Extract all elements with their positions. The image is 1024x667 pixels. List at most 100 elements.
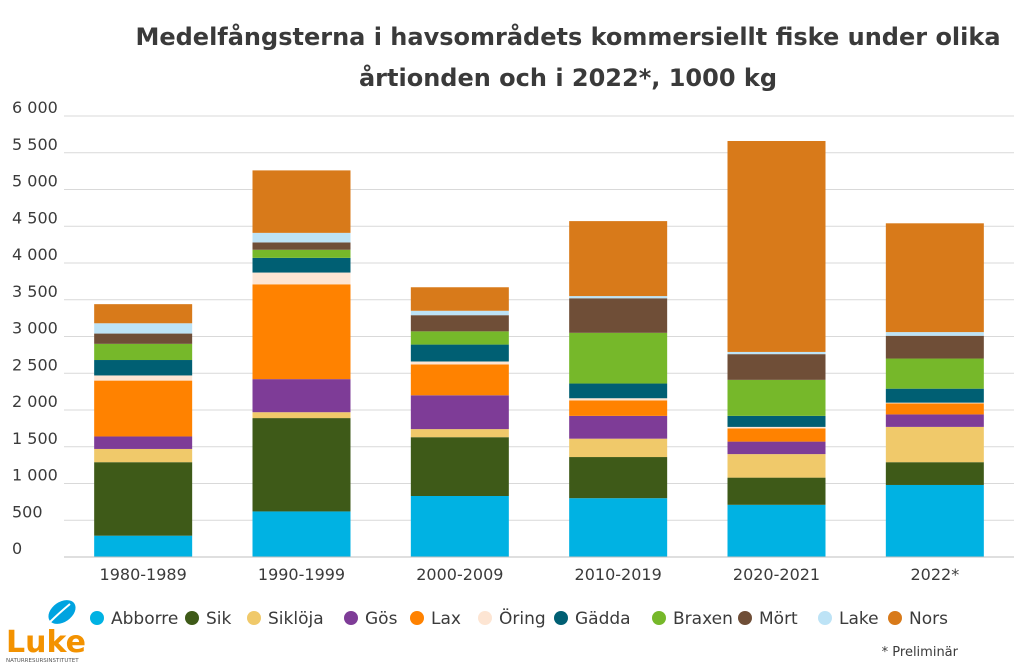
bar-segment	[252, 511, 351, 557]
bar-segment	[94, 535, 193, 557]
bar-segment	[252, 284, 351, 380]
bar-segment	[727, 351, 826, 355]
bar-segment	[569, 332, 668, 384]
legend-marker	[478, 611, 492, 625]
x-tick-label: 2022*	[910, 565, 959, 584]
bar-segment	[885, 223, 984, 333]
bar-segment	[727, 477, 826, 505]
legend-label: Gädda	[575, 609, 631, 629]
bar-segment	[94, 375, 193, 381]
bar-segment	[569, 296, 668, 299]
legend-marker	[344, 611, 358, 625]
bar-segment	[727, 415, 826, 427]
bar-segment	[252, 170, 351, 233]
bar-segment	[569, 398, 668, 401]
bar-segment	[410, 437, 509, 496]
logo-word: Luke	[6, 625, 86, 660]
legend: Abborre Sik Siklöja Gös Lax Öring Gädda Braxen M…	[90, 607, 948, 629]
y-axis-ticks: 0 500 1 000 1 500 2 000 2 500 3 000 3 500 4 000 4…	[12, 98, 58, 558]
bar-segment	[885, 402, 984, 404]
x-tick-label: 2000-2009	[416, 565, 503, 584]
bar-segment	[94, 448, 193, 463]
bar-segment	[94, 323, 193, 334]
bar-segment	[885, 484, 984, 557]
bar-segment	[727, 428, 826, 442]
bar-segment	[569, 457, 668, 499]
bar-segment	[410, 429, 509, 438]
bar-segment	[885, 332, 984, 336]
legend-label: Braxen	[673, 609, 733, 629]
bar-segment	[569, 383, 668, 399]
bar-segment	[252, 272, 351, 285]
x-tick-label: 1980-1989	[100, 565, 187, 584]
bar-segment	[410, 344, 509, 362]
y-tick-label: 2 500	[12, 355, 58, 374]
bar-segment	[410, 364, 509, 396]
bar-segment	[885, 358, 984, 389]
legend-label: Sik	[206, 609, 232, 629]
bar-segment	[885, 426, 984, 463]
bar-segment	[727, 504, 826, 557]
bar-segment	[885, 335, 984, 359]
bar-segment	[252, 232, 351, 243]
bar-segment	[569, 498, 668, 557]
bar-segment	[727, 379, 826, 416]
legend-label: Lax	[431, 609, 461, 629]
bar-segment	[410, 361, 509, 365]
bar-segment	[94, 333, 193, 344]
bar-segment	[410, 331, 509, 345]
bar-segment	[410, 310, 509, 316]
legend-marker	[818, 611, 832, 625]
bar-segment	[727, 354, 826, 380]
y-tick-label: 1 500	[12, 429, 58, 448]
bar-segment	[885, 414, 984, 427]
bar-segment	[410, 395, 509, 430]
legend-label: Abborre	[111, 609, 178, 629]
legend-marker	[247, 611, 261, 625]
bar-segment	[94, 436, 193, 449]
bar-segment	[252, 379, 351, 413]
bar-segment	[885, 388, 984, 403]
bar-segment	[727, 140, 826, 352]
bar-segment	[569, 400, 668, 416]
y-tick-label: 6 000	[12, 98, 58, 117]
bar-segment	[252, 418, 351, 512]
luke-logo: Luke NATURRESURSINSTITUTET	[6, 600, 86, 664]
y-tick-label: 1 000	[12, 466, 58, 485]
y-tick-label: 4 000	[12, 245, 58, 264]
bar-segment	[94, 343, 193, 361]
bar-segment	[410, 287, 509, 311]
bar-segment	[569, 298, 668, 333]
bar-segment	[94, 360, 193, 376]
bar-segment	[727, 441, 826, 455]
x-tick-label: 1990-1999	[258, 565, 345, 584]
chart-title-line-1: Medelfångsterna i havsområdets kommersie…	[135, 22, 1000, 51]
bar-segment	[569, 415, 668, 439]
bar-segment	[94, 304, 193, 324]
legend-marker	[888, 611, 902, 625]
bar-segment	[252, 249, 351, 258]
legend-marker	[90, 611, 104, 625]
legend-label: Nors	[909, 609, 948, 629]
gridlines	[64, 115, 1014, 521]
y-tick-label: 5 500	[12, 135, 58, 154]
legend-marker	[554, 611, 568, 625]
legend-label: Mört	[759, 609, 798, 629]
y-tick-label: 0	[12, 539, 22, 558]
footnote: * Preliminär	[882, 645, 959, 660]
x-tick-label: 2020-2021	[733, 565, 820, 584]
legend-label: Siklöja	[268, 609, 324, 629]
bar-segment	[252, 257, 351, 273]
y-tick-label: 3 500	[12, 282, 58, 301]
y-tick-label: 500	[12, 502, 43, 521]
y-tick-label: 2 000	[12, 392, 58, 411]
bar-segment	[252, 412, 351, 419]
y-tick-label: 5 000	[12, 172, 58, 191]
legend-marker	[738, 611, 752, 625]
y-tick-label: 3 000	[12, 319, 58, 338]
bar-segment	[727, 454, 826, 478]
leaf-icon	[48, 600, 76, 624]
bar-segment	[569, 438, 668, 458]
legend-label: Gös	[365, 609, 398, 629]
bar-segment	[885, 403, 984, 415]
